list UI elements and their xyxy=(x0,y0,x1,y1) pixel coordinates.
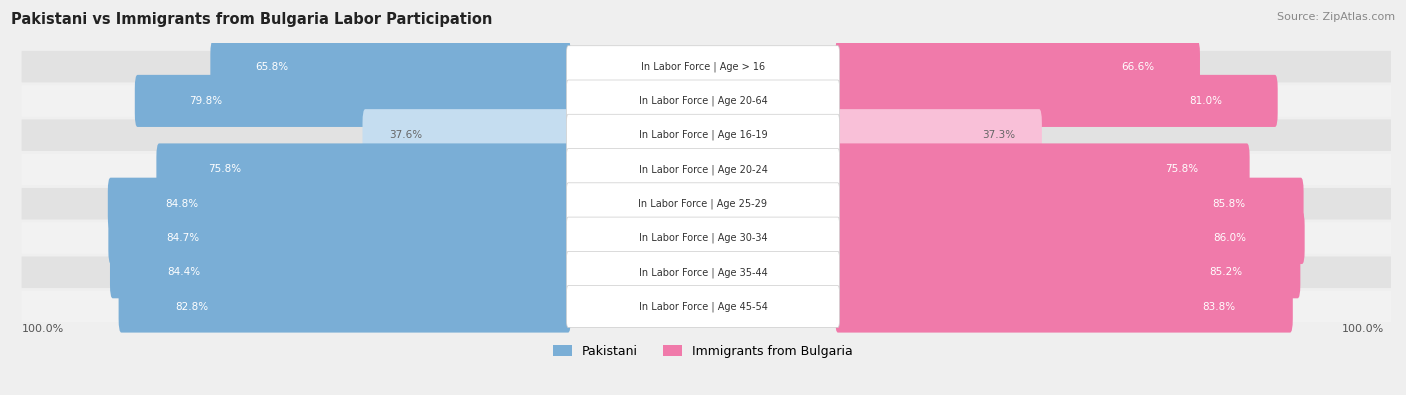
FancyBboxPatch shape xyxy=(108,212,571,264)
Text: 84.4%: 84.4% xyxy=(167,267,201,277)
Text: 82.8%: 82.8% xyxy=(174,301,208,312)
FancyBboxPatch shape xyxy=(567,183,839,225)
FancyBboxPatch shape xyxy=(567,149,839,190)
Text: 83.8%: 83.8% xyxy=(1202,301,1236,312)
FancyBboxPatch shape xyxy=(135,75,571,127)
FancyBboxPatch shape xyxy=(835,143,1250,196)
FancyBboxPatch shape xyxy=(567,286,839,327)
FancyBboxPatch shape xyxy=(835,75,1278,127)
Text: Source: ZipAtlas.com: Source: ZipAtlas.com xyxy=(1277,12,1395,22)
Legend: Pakistani, Immigrants from Bulgaria: Pakistani, Immigrants from Bulgaria xyxy=(548,340,858,363)
Text: 79.8%: 79.8% xyxy=(190,96,222,106)
FancyBboxPatch shape xyxy=(118,280,571,333)
Text: 81.0%: 81.0% xyxy=(1189,96,1223,106)
Text: 100.0%: 100.0% xyxy=(21,324,65,334)
Text: 75.8%: 75.8% xyxy=(1164,164,1198,175)
Text: 37.6%: 37.6% xyxy=(389,130,423,140)
FancyBboxPatch shape xyxy=(156,143,571,196)
FancyBboxPatch shape xyxy=(835,178,1303,230)
Text: In Labor Force | Age > 16: In Labor Force | Age > 16 xyxy=(641,61,765,72)
Text: 37.3%: 37.3% xyxy=(981,130,1015,140)
FancyBboxPatch shape xyxy=(567,217,839,259)
FancyBboxPatch shape xyxy=(835,212,1305,264)
FancyBboxPatch shape xyxy=(21,222,1398,254)
FancyBboxPatch shape xyxy=(567,46,839,88)
Text: Pakistani vs Immigrants from Bulgaria Labor Participation: Pakistani vs Immigrants from Bulgaria La… xyxy=(11,12,492,27)
Text: 85.8%: 85.8% xyxy=(1212,199,1246,209)
Text: 84.8%: 84.8% xyxy=(166,199,198,209)
Text: In Labor Force | Age 20-64: In Labor Force | Age 20-64 xyxy=(638,96,768,106)
Text: In Labor Force | Age 35-44: In Labor Force | Age 35-44 xyxy=(638,267,768,278)
Text: 86.0%: 86.0% xyxy=(1213,233,1246,243)
FancyBboxPatch shape xyxy=(567,80,839,122)
FancyBboxPatch shape xyxy=(21,119,1398,151)
FancyBboxPatch shape xyxy=(21,85,1398,117)
Text: 66.6%: 66.6% xyxy=(1121,62,1154,71)
Text: 100.0%: 100.0% xyxy=(1341,324,1385,334)
Text: 75.8%: 75.8% xyxy=(208,164,242,175)
FancyBboxPatch shape xyxy=(21,291,1398,322)
Text: In Labor Force | Age 30-34: In Labor Force | Age 30-34 xyxy=(638,233,768,243)
Text: 84.7%: 84.7% xyxy=(166,233,200,243)
FancyBboxPatch shape xyxy=(363,109,571,161)
FancyBboxPatch shape xyxy=(21,154,1398,185)
Text: 85.2%: 85.2% xyxy=(1209,267,1243,277)
Text: In Labor Force | Age 20-24: In Labor Force | Age 20-24 xyxy=(638,164,768,175)
FancyBboxPatch shape xyxy=(108,178,571,230)
FancyBboxPatch shape xyxy=(211,41,571,93)
Text: In Labor Force | Age 16-19: In Labor Force | Age 16-19 xyxy=(638,130,768,141)
FancyBboxPatch shape xyxy=(110,246,571,298)
FancyBboxPatch shape xyxy=(835,109,1042,161)
FancyBboxPatch shape xyxy=(21,188,1398,220)
FancyBboxPatch shape xyxy=(567,114,839,156)
FancyBboxPatch shape xyxy=(835,41,1199,93)
FancyBboxPatch shape xyxy=(567,251,839,293)
FancyBboxPatch shape xyxy=(21,256,1398,288)
FancyBboxPatch shape xyxy=(835,246,1301,298)
Text: In Labor Force | Age 45-54: In Labor Force | Age 45-54 xyxy=(638,301,768,312)
FancyBboxPatch shape xyxy=(835,280,1292,333)
Text: 65.8%: 65.8% xyxy=(256,62,288,71)
FancyBboxPatch shape xyxy=(21,51,1398,83)
Text: In Labor Force | Age 25-29: In Labor Force | Age 25-29 xyxy=(638,198,768,209)
